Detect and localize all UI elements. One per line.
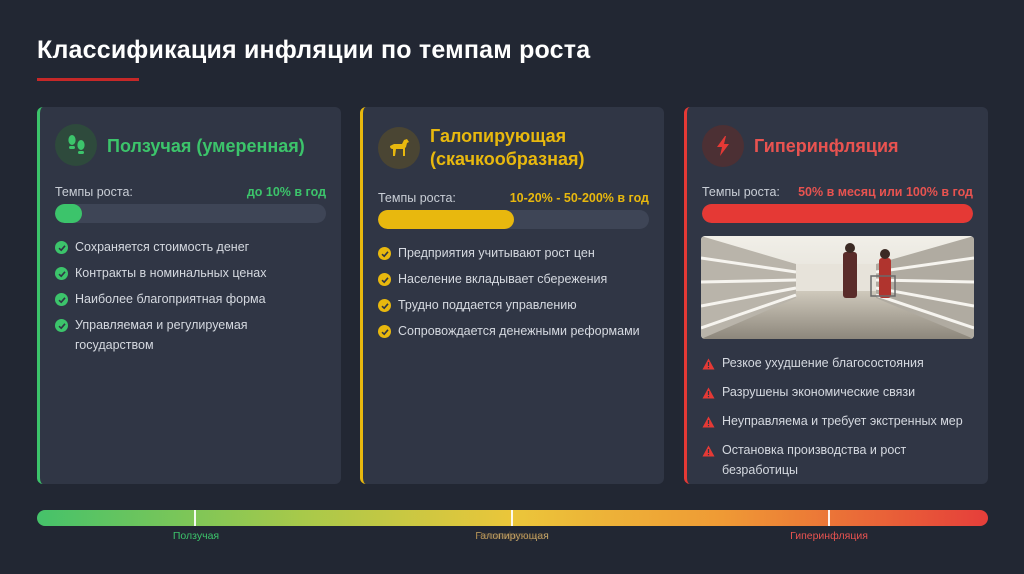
list-item: Сопровождается денежными реформами: [378, 322, 652, 342]
empty-store-shelves-image: [701, 236, 974, 339]
list-item: Управляемая и регулируемая государством: [55, 316, 329, 355]
list-item: Предприятия учитывают рост цен: [378, 244, 652, 264]
scale-label-hyper: Гиперинфляция: [790, 530, 868, 542]
warning-icon: [702, 444, 715, 464]
scale-tick: [194, 510, 196, 526]
rate-row: Темпы роста: 10-20% - 50-200% в год: [378, 191, 649, 205]
footprints-icon: [55, 124, 97, 166]
scale-label-galloping: Галопирующая Несинфляция: [475, 530, 549, 542]
card-title: Гиперинфляция: [754, 136, 899, 156]
scale-label-overlay: Несинфляция: [475, 530, 544, 542]
inflation-scale-bar: [37, 510, 988, 526]
feature-list: Предприятия учитывают рост цен Население…: [378, 244, 652, 348]
list-item: Сохраняется стоимость денег: [55, 238, 329, 258]
check-icon: [378, 299, 391, 312]
list-item: Контракты в номинальных ценах: [55, 264, 329, 284]
check-icon: [378, 325, 391, 338]
list-item: Трудно поддается управлению: [378, 296, 652, 316]
rate-bar-fill: [702, 204, 973, 223]
rate-bar: [55, 204, 326, 223]
warning-icon: [702, 415, 715, 435]
rate-label: Темпы роста:: [378, 191, 456, 205]
check-icon: [378, 247, 391, 260]
card-title: Галопирующая (скачкообразная): [430, 126, 585, 169]
page-title: Классификация инфляции по темпам роста: [37, 36, 591, 64]
scale-label-text: Галопирующая: [475, 530, 549, 542]
card-galloping: Галопирующая (скачкообразная) Темпы рост…: [360, 107, 664, 484]
rate-row: Темпы роста: 50% в месяц или 100% в год: [702, 185, 973, 199]
check-icon: [55, 319, 68, 332]
warning-icon: [702, 357, 715, 377]
list-item: Разрушены экономические связи: [702, 383, 976, 406]
check-icon: [55, 267, 68, 280]
list-item: Неуправляема и требует экстренных мер: [702, 412, 976, 435]
list-item: Население вкладывает сбережения: [378, 270, 652, 290]
horse-icon: [378, 127, 420, 169]
feature-list: Сохраняется стоимость денег Контракты в …: [55, 238, 329, 362]
rate-bar: [702, 204, 973, 223]
scale-tick: [828, 510, 830, 526]
check-icon: [378, 273, 391, 286]
scale-label-creeping: Ползучая: [172, 530, 220, 542]
feature-list: Резкое ухудшение благосостояния Разрушен…: [702, 354, 976, 487]
rate-label: Темпы роста:: [55, 185, 133, 199]
list-item: Резкое ухудшение благосостояния: [702, 354, 976, 377]
rate-label: Темпы роста:: [702, 185, 780, 199]
rate-value: до 10% в год: [246, 185, 326, 199]
rate-value: 10-20% - 50-200% в год: [509, 191, 649, 205]
rate-row: Темпы роста: до 10% в год: [55, 185, 326, 199]
check-icon: [55, 241, 68, 254]
lightning-icon: [702, 125, 744, 167]
rate-bar-fill: [378, 210, 514, 229]
list-item: Наиболее благоприятная форма: [55, 290, 329, 310]
rate-bar: [378, 210, 649, 229]
card-creeping: Ползучая (умеренная) Темпы роста: до 10%…: [37, 107, 341, 484]
rate-bar-fill: [55, 204, 83, 223]
warning-icon: [702, 386, 715, 406]
check-icon: [55, 293, 68, 306]
title-underline: [37, 78, 139, 81]
scale-tick: [511, 510, 513, 526]
card-hyperinflation: Гиперинфляция Темпы роста: 50% в месяц и…: [684, 107, 988, 484]
rate-value: 50% в месяц или 100% в год: [798, 185, 973, 199]
list-item: Остановка производства и рост безработиц…: [702, 441, 976, 480]
card-title: Ползучая (умеренная): [107, 136, 305, 156]
